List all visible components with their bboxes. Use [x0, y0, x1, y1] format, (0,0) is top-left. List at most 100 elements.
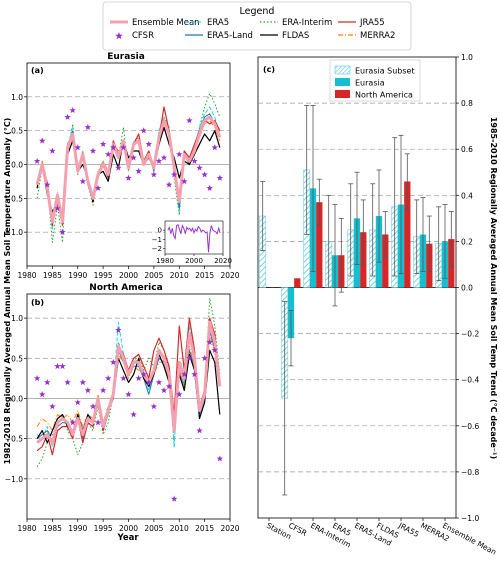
panel-b: North America (b) −1.0 −0.5 0.0 0.5 1.0 1980 1…: [5, 283, 240, 543]
cfsr-point: [104, 150, 112, 158]
panel-c-legend: Eurasia Subset Eurasia North America: [329, 59, 421, 102]
bar-north-america: [294, 278, 301, 288]
cfsr-point: [155, 378, 163, 386]
cfsr-point: [216, 455, 224, 462]
cfsr-point: [145, 378, 153, 386]
panel-b-title: North America: [89, 283, 162, 293]
left-y-axis-label: 1982-2018 Regionally Averaged Annual Mea…: [3, 118, 12, 465]
cfsr-point: [49, 147, 56, 154]
x-tick-label: 1995: [94, 524, 113, 533]
cfsr-point: [33, 157, 41, 164]
panel-c-tag: (c): [263, 65, 275, 74]
x-tick-label: 1995: [94, 271, 113, 280]
x-tick-label: 2010: [170, 271, 189, 280]
y-tick-label: −0.5: [5, 435, 23, 444]
cfsr-point: [130, 154, 137, 161]
cfsr-point: [170, 171, 178, 178]
cfsr-point: [120, 374, 127, 382]
legend-entry-label: MERRA2: [360, 31, 395, 41]
cfsr-point: [38, 391, 46, 398]
inset-plot: 0−1−2 1980 2000 2020: [152, 223, 232, 265]
x-tick-label: 1985: [43, 524, 62, 533]
x-tick-label: JRA55: [396, 520, 421, 539]
x-axis-label: Year: [116, 533, 139, 543]
x-tick-label: 2020: [220, 524, 239, 533]
x-tick-label: 1980: [17, 271, 36, 280]
x-tick-label: 2000: [119, 271, 138, 280]
legend-swatch-star: [115, 32, 123, 40]
cfsr-point: [176, 150, 183, 158]
legend-entry-label: ERA5-Land: [207, 31, 253, 41]
y-tick-label: 0.6: [461, 145, 473, 154]
x-tick-label: 1980: [17, 524, 36, 533]
cfsr-point: [216, 174, 224, 181]
series-line-ensemble-mean: [35, 115, 222, 224]
bar-north-america: [404, 181, 411, 288]
x-tick-label: 2005: [144, 524, 163, 533]
y-tick-label: −1.0: [5, 228, 23, 237]
cfsr-point: [69, 419, 76, 426]
inset-y-tick-label: 0: [158, 227, 162, 235]
panel-b-tag: (b): [31, 298, 44, 307]
x-tick-label: 2015: [195, 271, 214, 280]
y-tick-label: 0.2: [461, 237, 473, 246]
legend-entries: Ensemble Mean ERA5 ERA-Interim JRA55 CFSR ERA…: [110, 18, 395, 41]
x-tick-label: 1990: [68, 271, 87, 280]
panel-a-title: Eurasia: [107, 52, 145, 62]
y-tick-label: 0.0: [461, 284, 473, 293]
cfsr-point: [54, 362, 61, 370]
y-tick-label: −1.0: [461, 514, 479, 523]
cfsr-point: [125, 174, 132, 181]
cfsr-point: [211, 346, 219, 353]
cfsr-point: [165, 383, 173, 390]
y-tick-label: 1.0: [11, 93, 23, 102]
y-tick-label: 0.5: [11, 354, 23, 363]
cfsr-point: [140, 127, 147, 134]
cfsr-point: [140, 370, 147, 378]
inset-x-tick-label: 2000: [185, 257, 203, 265]
cfsr-point: [155, 157, 163, 164]
cfsr-point: [54, 205, 61, 212]
bar-north-america: [316, 202, 323, 288]
cfsr-point: [79, 378, 87, 386]
top-legend: Legend Ensemble Mean ERA5 ERA-Interim JRA55…: [102, 1, 412, 51]
cfsr-point: [186, 354, 193, 362]
inset-x-tick-label: 1980: [156, 257, 174, 265]
cfsr-point: [191, 370, 198, 378]
x-tick-label: 1990: [68, 524, 87, 533]
panel-a-tag: (a): [31, 66, 44, 75]
inset-cfsr-line: [167, 223, 221, 253]
y-tick-label: −0.6: [461, 422, 479, 431]
cfsr-point: [44, 181, 51, 188]
cfsr-point: [69, 106, 76, 114]
bar-north-america: [382, 234, 389, 288]
inset-x-tick-label: 2020: [214, 257, 232, 265]
y-tick-label: −1.0: [5, 475, 23, 484]
cfsr-point: [206, 338, 213, 345]
x-tick-label: 2015: [195, 524, 214, 533]
right-y-axis-label: 1985-2010 Regionally Averaged Annual Mea…: [489, 117, 498, 459]
cfsr-point: [110, 144, 117, 151]
inset-frame: [164, 220, 224, 255]
series-line-ensemble-mean: [36, 320, 222, 445]
y-tick-label: 1.0: [11, 314, 23, 323]
cfsr-point: [84, 123, 92, 131]
x-tick-label: 2020: [220, 271, 239, 280]
cfsr-point: [115, 326, 122, 333]
cfsr-point: [89, 403, 97, 410]
cfsr-point: [38, 137, 46, 144]
legend-swatch-bar: [334, 65, 351, 75]
cfsr-point: [89, 147, 97, 154]
cfsr-point: [74, 144, 81, 151]
panel-b-plot: −1.0 −0.5 0.0 0.5 1.0 1980 1985 1990 1995 2000 200…: [5, 297, 240, 533]
y-tick-label: 0.5: [11, 127, 23, 136]
cfsr-point: [145, 140, 153, 147]
cfsr-point: [150, 403, 158, 410]
cfsr-point: [74, 399, 81, 406]
cfsr-point: [186, 117, 193, 124]
cfsr-point: [104, 374, 112, 382]
x-tick-label: Ensemble Mean: [441, 521, 498, 557]
cfsr-point: [84, 387, 92, 394]
cfsr-point: [120, 144, 127, 151]
